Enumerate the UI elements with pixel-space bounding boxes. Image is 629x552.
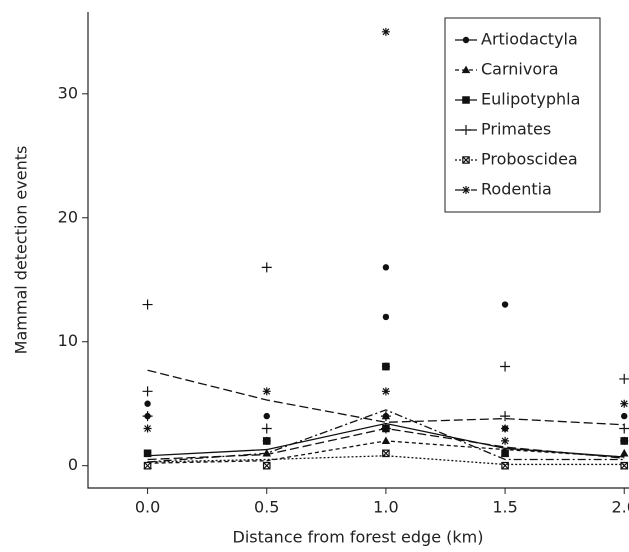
legend-marker	[461, 125, 471, 135]
point	[621, 412, 628, 420]
point	[500, 361, 511, 372]
y-tick-label: 0	[68, 455, 78, 474]
point	[501, 301, 509, 308]
point	[501, 436, 510, 445]
point	[263, 412, 270, 420]
legend-label: Primates	[481, 120, 551, 139]
point	[261, 262, 272, 273]
legend-label: Proboscidea	[481, 150, 578, 169]
point	[381, 362, 390, 371]
x-tick-label: 0.0	[135, 498, 160, 517]
point	[262, 387, 271, 396]
point	[262, 436, 271, 445]
point	[380, 423, 391, 434]
series	[143, 449, 629, 470]
mean-line	[147, 440, 625, 464]
legend-marker	[461, 65, 471, 74]
legend-marker	[462, 156, 470, 164]
x-tick-label: 2.0	[612, 498, 629, 517]
y-tick-label: 30	[58, 83, 78, 102]
point	[619, 373, 629, 384]
point	[142, 386, 153, 397]
axis-line	[87, 12, 629, 489]
mean-line	[147, 369, 625, 426]
point	[143, 424, 152, 433]
point	[500, 411, 511, 422]
point	[262, 461, 271, 470]
mean-line	[147, 409, 625, 463]
legend-box	[444, 17, 601, 213]
legend-marker	[462, 96, 470, 104]
y-axis-title: Mammal detection events	[12, 146, 31, 355]
point	[142, 411, 153, 422]
point	[620, 436, 629, 445]
mean-line	[147, 455, 625, 466]
point	[501, 449, 509, 458]
point	[382, 313, 390, 321]
legend-label: Eulipotyphla	[481, 90, 580, 109]
point	[620, 461, 629, 470]
legend: Artiodactyla Carnivora Eulipotyphla Primate…	[444, 17, 601, 213]
point	[382, 264, 390, 271]
point	[620, 448, 629, 457]
point	[261, 423, 272, 434]
x-tick-label: 1.0	[373, 498, 398, 517]
y-tick-label: 20	[58, 207, 78, 226]
point	[381, 387, 390, 396]
point	[142, 299, 153, 310]
point	[381, 27, 390, 36]
legend-marker	[462, 36, 470, 44]
point	[501, 424, 510, 433]
point	[501, 461, 509, 470]
legend-label: Artiodactyla	[481, 30, 578, 49]
x-tick-label: 0.5	[254, 498, 279, 517]
legend-label: Carnivora	[481, 60, 559, 79]
point	[380, 411, 391, 422]
series	[143, 27, 629, 463]
x-axis-title: Distance from forest edge (km)	[233, 528, 484, 547]
point	[143, 449, 152, 458]
point	[144, 400, 151, 407]
legend-label: Rodentia	[481, 180, 552, 199]
point	[143, 461, 152, 470]
legend-marker	[462, 186, 470, 194]
point	[619, 423, 629, 434]
y-tick-label: 10	[58, 331, 78, 350]
point	[620, 399, 629, 408]
x-tick-label: 1.5	[492, 498, 517, 517]
series	[142, 262, 629, 434]
